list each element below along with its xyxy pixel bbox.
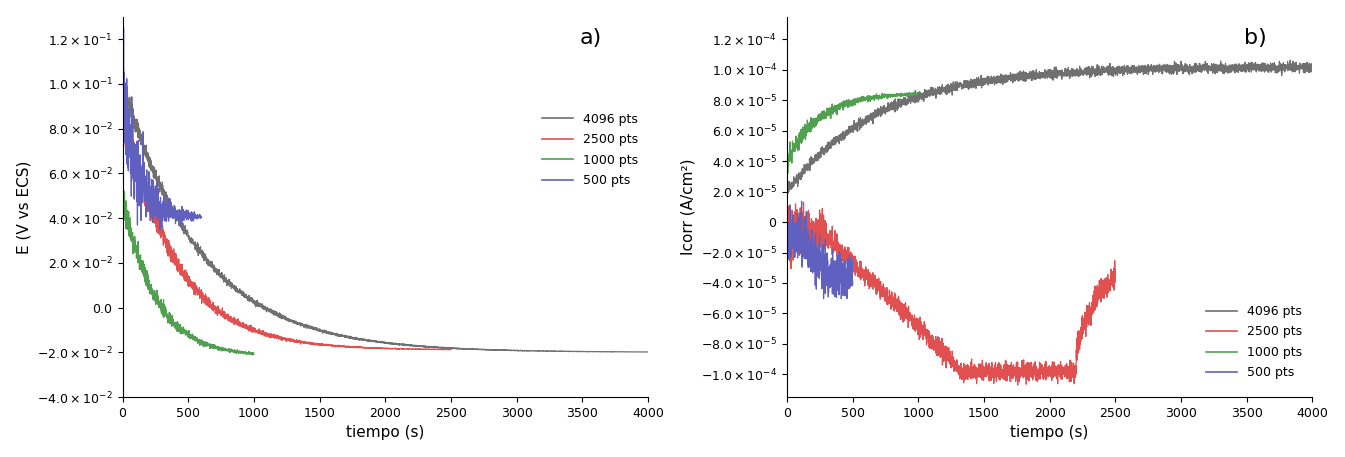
2500 pts [779, 243, 795, 248]
1000 pts [780, 170, 796, 176]
4096 pts [638, 349, 654, 355]
1000 pts [837, 104, 853, 109]
2500 pts [795, 199, 811, 205]
4096 pts [1271, 66, 1287, 71]
1000 pts [911, 91, 927, 97]
4096 pts [1244, 65, 1260, 70]
4096 pts [156, 187, 172, 193]
4096 pts [1206, 62, 1223, 67]
2500 pts [962, 372, 978, 378]
500 pts [152, 198, 168, 204]
500 pts [843, 278, 859, 284]
500 pts [152, 228, 168, 233]
500 pts [818, 265, 834, 271]
500 pts [114, 112, 130, 118]
2500 pts [297, 340, 313, 345]
2500 pts [114, 96, 130, 101]
2500 pts [242, 327, 258, 332]
2500 pts [395, 346, 412, 352]
2500 pts [1072, 341, 1088, 347]
2500 pts [785, 222, 802, 228]
Line: 2500 pts: 2500 pts [787, 202, 1115, 385]
1000 pts [869, 95, 885, 100]
Line: 2500 pts: 2500 pts [122, 98, 451, 350]
500 pts [794, 198, 810, 204]
500 pts [153, 209, 169, 215]
2500 pts [907, 312, 923, 318]
500 pts [811, 256, 827, 262]
500 pts [810, 263, 826, 268]
X-axis label: tiempo (s): tiempo (s) [1010, 425, 1089, 441]
4096 pts [627, 349, 643, 355]
1000 pts [884, 93, 900, 99]
4096 pts [1305, 66, 1321, 71]
Legend: 4096 pts, 2500 pts, 1000 pts, 500 pts: 4096 pts, 2500 pts, 1000 pts, 500 pts [1202, 301, 1306, 383]
1000 pts [881, 91, 897, 97]
Line: 4096 pts: 4096 pts [787, 60, 1313, 195]
1000 pts [219, 348, 235, 353]
1000 pts [907, 90, 923, 95]
4096 pts [640, 349, 656, 355]
2500 pts [1010, 383, 1026, 388]
4096 pts [1291, 66, 1307, 71]
500 pts [833, 274, 849, 279]
2500 pts [1060, 372, 1076, 377]
4096 pts [1130, 66, 1146, 71]
Line: 4096 pts: 4096 pts [122, 78, 648, 352]
Text: b): b) [1244, 28, 1267, 48]
4096 pts [820, 143, 837, 149]
2500 pts [433, 347, 449, 352]
500 pts [192, 215, 208, 220]
1000 pts [168, 325, 184, 330]
4096 pts [607, 349, 623, 355]
500 pts [194, 214, 210, 220]
Line: 500 pts: 500 pts [787, 201, 853, 299]
2500 pts [1046, 371, 1063, 377]
500 pts [161, 208, 178, 213]
Legend: 4096 pts, 2500 pts, 1000 pts, 500 pts: 4096 pts, 2500 pts, 1000 pts, 500 pts [538, 109, 642, 191]
2500 pts [382, 346, 398, 351]
4096 pts [1282, 58, 1298, 63]
Line: 1000 pts: 1000 pts [787, 92, 919, 173]
500 pts [179, 214, 195, 219]
2500 pts [1107, 272, 1123, 277]
1000 pts [217, 347, 233, 352]
4096 pts [542, 348, 558, 354]
500 pts [779, 212, 795, 217]
4096 pts [114, 75, 130, 80]
1000 pts [114, 202, 130, 207]
1000 pts [172, 325, 188, 331]
1000 pts [204, 343, 221, 348]
4096 pts [779, 192, 795, 198]
500 pts [834, 296, 850, 302]
Line: 1000 pts: 1000 pts [122, 186, 254, 355]
4096 pts [580, 349, 596, 354]
Text: a): a) [580, 28, 603, 48]
1000 pts [245, 352, 261, 358]
2500 pts [443, 347, 459, 352]
500 pts [845, 282, 861, 287]
1000 pts [246, 351, 262, 357]
4096 pts [465, 346, 482, 352]
1000 pts [114, 183, 130, 189]
X-axis label: tiempo (s): tiempo (s) [346, 425, 425, 441]
2500 pts [408, 346, 424, 352]
500 pts [157, 205, 174, 211]
1000 pts [128, 249, 144, 254]
Line: 500 pts: 500 pts [122, 28, 202, 230]
500 pts [815, 266, 831, 271]
1000 pts [792, 139, 808, 145]
500 pts [116, 25, 132, 31]
Y-axis label: E (V vs ECS): E (V vs ECS) [16, 160, 32, 254]
2500 pts [121, 154, 137, 160]
Y-axis label: Icorr (A/cm²): Icorr (A/cm²) [681, 159, 695, 255]
1000 pts [779, 154, 795, 160]
1000 pts [833, 105, 849, 110]
